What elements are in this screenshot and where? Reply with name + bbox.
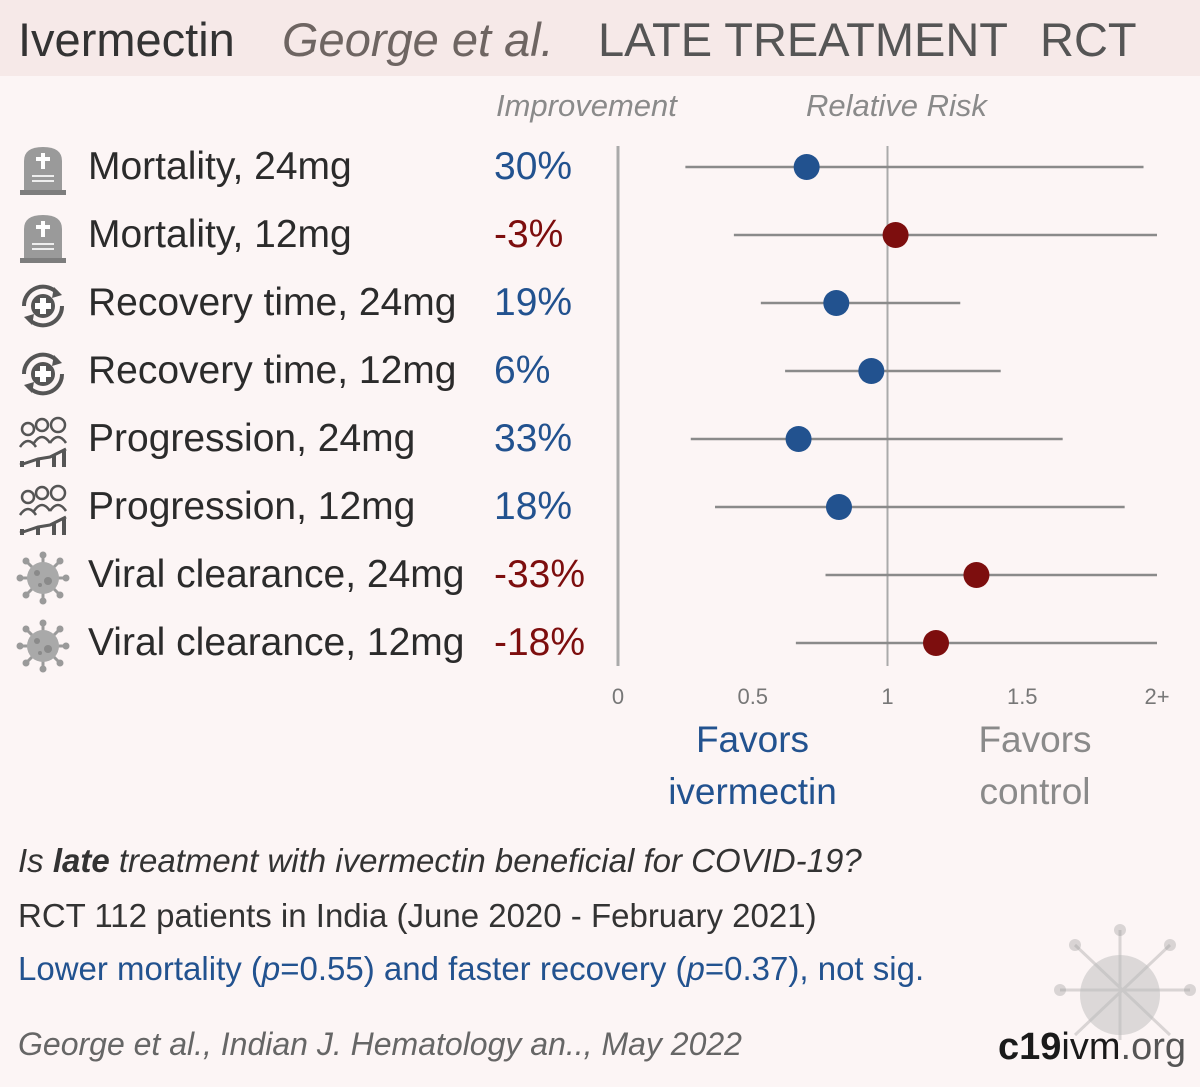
- outcome-label: Progression, 12mg: [88, 485, 416, 528]
- improvement-value: -3%: [494, 213, 564, 256]
- header-design: RCT: [1040, 13, 1137, 66]
- header-bar: Ivermectin George et al. LATE TREATMENT …: [0, 0, 1200, 76]
- summary-question-pre: Is: [18, 842, 53, 879]
- outcome-label: Mortality, 12mg: [88, 213, 352, 256]
- logo-part: .org: [1120, 1026, 1186, 1068]
- outcome-row: Viral clearance, 24mg -33%: [0, 545, 600, 605]
- relative-risk-column-header: Relative Risk: [806, 88, 987, 123]
- progression-people-icon: [16, 483, 70, 537]
- favors-ivermectin-line-1: Favors: [695, 719, 810, 760]
- summary-question-bold: late: [52, 842, 110, 879]
- rr-point: [963, 562, 990, 588]
- outcome-row: Recovery time, 24mg 19%: [0, 273, 600, 333]
- summary-design: RCT 112 patients in India (June 2020 - F…: [18, 897, 817, 934]
- outcome-label: Viral clearance, 24mg: [88, 553, 465, 596]
- outcome-row: Progression, 24mg 33%: [0, 409, 600, 469]
- tombstone-icon: [16, 211, 70, 265]
- rr-point: [793, 154, 820, 180]
- outcome-label: Recovery time, 12mg: [88, 349, 457, 392]
- summary-result-part: Lower mortality (: [18, 950, 262, 987]
- outcome-row: Recovery time, 12mg 6%: [0, 341, 600, 401]
- tombstone-icon: [16, 143, 70, 197]
- favors-control-label: Favors control: [935, 714, 1135, 818]
- p-label: p: [686, 950, 705, 987]
- header-stage: LATE TREATMENT: [598, 13, 1008, 66]
- summary-result-part: =0.37), not sig.: [704, 950, 925, 987]
- x-tick-label: 1.5: [1007, 684, 1038, 709]
- favors-control-line-1: Favors: [978, 719, 1092, 760]
- x-tick-label: 0: [612, 684, 624, 709]
- logo-part: ivm: [1061, 1026, 1121, 1068]
- improvement-value: -18%: [494, 621, 586, 664]
- outcome-label: Recovery time, 24mg: [88, 281, 457, 324]
- favors-ivermectin-label: Favors ivermectin: [640, 714, 865, 818]
- summary-result-part: =0.55) and faster recovery (: [280, 950, 687, 987]
- outcome-row: Mortality, 24mg 30%: [0, 137, 600, 197]
- rr-point: [823, 290, 850, 316]
- virus-watermark-icon: [1054, 924, 1196, 1040]
- header-drug: Ivermectin: [18, 13, 235, 66]
- outcome-row: Progression, 12mg 18%: [0, 477, 600, 537]
- outcome-label: Progression, 24mg: [88, 417, 416, 460]
- summary-question: Is late treatment with ivermectin benefi…: [18, 842, 862, 880]
- improvement-value: 33%: [494, 417, 573, 460]
- rr-point: [785, 426, 812, 452]
- rr-point: [825, 494, 852, 520]
- recovery-cross-icon: [16, 347, 70, 401]
- summary-result: Lower mortality (p=0.55) and faster reco…: [18, 950, 924, 988]
- recovery-cross-icon: [16, 279, 70, 333]
- outcome-row: Mortality, 12mg -3%: [0, 205, 600, 265]
- improvement-value: 18%: [494, 485, 573, 528]
- outcome-label: Mortality, 24mg: [88, 145, 352, 188]
- rr-point: [858, 358, 885, 384]
- improvement-value: 6%: [494, 349, 551, 392]
- summary-question-post: treatment with ivermectin beneficial for…: [109, 842, 862, 879]
- x-tick-label: 1: [881, 684, 893, 709]
- p-label: p: [261, 950, 281, 987]
- improvement-value: 30%: [494, 145, 573, 188]
- improvement-column-header: Improvement: [496, 88, 677, 123]
- improvement-value: 19%: [494, 281, 573, 324]
- x-tick-label: 2+: [1144, 684, 1169, 709]
- progression-people-icon: [16, 415, 70, 469]
- rr-point: [923, 630, 950, 656]
- outcome-row: Viral clearance, 12mg -18%: [0, 613, 600, 673]
- virus-icon: [16, 619, 70, 673]
- favors-control-line-2: control: [979, 771, 1091, 812]
- rr-point: [882, 222, 909, 248]
- citation: George et al., Indian J. Hematology an..…: [18, 1026, 742, 1062]
- x-tick-label: 0.5: [737, 684, 768, 709]
- virus-icon: [16, 551, 70, 605]
- header-author: George et al.: [282, 13, 554, 66]
- logo-part: c19: [998, 1026, 1062, 1068]
- forest-plot: 0 0.5 1 1.5 2+: [612, 146, 1170, 709]
- improvement-value: -33%: [494, 553, 586, 596]
- site-logo: c19ivm.org: [998, 1026, 1186, 1069]
- outcome-label: Viral clearance, 12mg: [88, 621, 465, 664]
- favors-ivermectin-line-2: ivermectin: [668, 771, 837, 812]
